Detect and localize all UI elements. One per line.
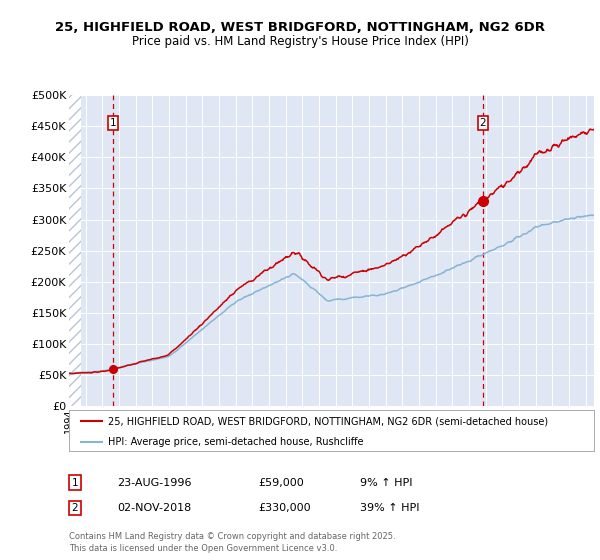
Text: £59,000: £59,000 [258,478,304,488]
Text: £330,000: £330,000 [258,503,311,513]
Text: 2: 2 [71,503,79,513]
Text: 23-AUG-1996: 23-AUG-1996 [117,478,191,488]
Text: 1: 1 [110,118,116,128]
Text: Price paid vs. HM Land Registry's House Price Index (HPI): Price paid vs. HM Land Registry's House … [131,35,469,48]
Text: 25, HIGHFIELD ROAD, WEST BRIDGFORD, NOTTINGHAM, NG2 6DR (semi-detached house): 25, HIGHFIELD ROAD, WEST BRIDGFORD, NOTT… [109,417,548,426]
Text: Contains HM Land Registry data © Crown copyright and database right 2025.
This d: Contains HM Land Registry data © Crown c… [69,533,395,553]
Text: 2: 2 [479,118,487,128]
Text: 25, HIGHFIELD ROAD, WEST BRIDGFORD, NOTTINGHAM, NG2 6DR: 25, HIGHFIELD ROAD, WEST BRIDGFORD, NOTT… [55,21,545,34]
Text: 39% ↑ HPI: 39% ↑ HPI [360,503,419,513]
Text: 9% ↑ HPI: 9% ↑ HPI [360,478,413,488]
Text: 1: 1 [71,478,79,488]
Text: HPI: Average price, semi-detached house, Rushcliffe: HPI: Average price, semi-detached house,… [109,437,364,447]
Text: 02-NOV-2018: 02-NOV-2018 [117,503,191,513]
